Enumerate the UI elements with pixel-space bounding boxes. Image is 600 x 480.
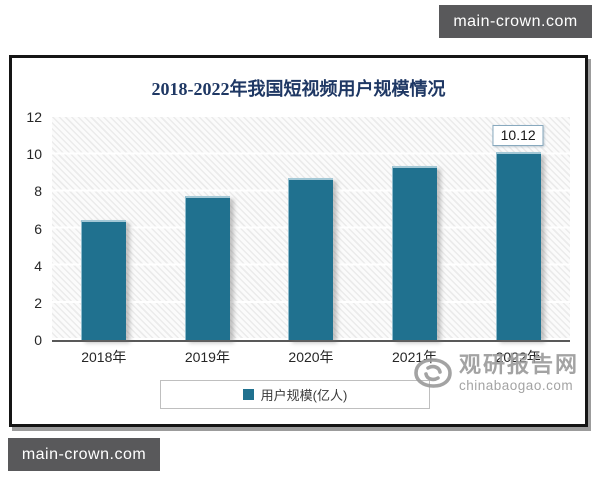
chart-title: 2018-2022年我国短视频用户规模情况 <box>151 79 446 99</box>
x-tick-label: 2021年 <box>392 349 438 365</box>
bar-column: 10.12 <box>466 117 570 340</box>
legend-swatch-icon <box>242 389 254 400</box>
bar-data-label: 10.12 <box>492 124 544 146</box>
chart-card: 2018-2022年我国短视频用户规模情况 0 2 4 6 8 10 12 10.12 20… <box>9 55 588 427</box>
legend: 用户规模(亿人) <box>160 380 430 409</box>
y-tick-label: 8 <box>34 183 42 200</box>
bar-2019年 <box>184 196 230 340</box>
x-tick-label: 2018年 <box>81 349 127 365</box>
bars-layer: 10.12 <box>52 117 570 340</box>
y-tick-label: 2 <box>34 294 42 311</box>
x-tick-label: 2020年 <box>288 349 334 365</box>
watermark-bottom-left: main-crown.com <box>8 438 160 471</box>
legend-label: 用户规模(亿人) <box>260 388 348 403</box>
bar-column <box>363 117 467 340</box>
bar-column <box>156 117 260 340</box>
watermark-text: main-crown.com <box>21 445 147 463</box>
bar-column <box>52 117 156 340</box>
y-tick-label: 12 <box>26 109 42 125</box>
x-tick-label: 2022年 <box>495 349 541 365</box>
y-tick-label: 4 <box>34 257 42 274</box>
y-tick-label: 0 <box>34 332 42 348</box>
y-tick-label: 10 <box>26 146 42 163</box>
x-tick-label: 2019年 <box>184 349 230 365</box>
brand-domain: chinabaogao.com <box>459 378 574 393</box>
bar-2022年 <box>495 151 541 340</box>
bar-column <box>259 117 363 340</box>
y-axis: 0 2 4 6 8 10 12 <box>12 109 46 348</box>
x-axis: 2018年 2019年 2020年 2021年 2022年 <box>52 347 570 367</box>
bar-2018年 <box>81 219 127 340</box>
plot-area: 10.12 <box>52 117 570 342</box>
bar-2020年 <box>288 177 334 340</box>
bar-2021年 <box>392 166 438 340</box>
watermark-text: main-crown.com <box>453 12 578 30</box>
y-tick-label: 6 <box>34 220 42 237</box>
watermark-top-right: main-crown.com <box>439 5 592 38</box>
